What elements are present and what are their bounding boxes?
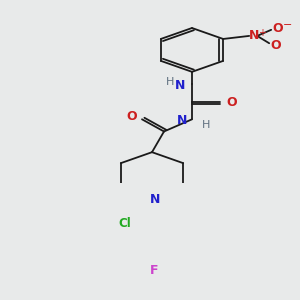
Text: +: + bbox=[258, 28, 266, 38]
Text: H: H bbox=[166, 76, 174, 87]
Text: O: O bbox=[271, 39, 281, 52]
Text: F: F bbox=[150, 264, 158, 277]
Text: O: O bbox=[127, 110, 137, 123]
Text: N: N bbox=[175, 79, 185, 92]
Text: −: − bbox=[283, 20, 292, 30]
Text: H: H bbox=[202, 120, 210, 130]
Text: Cl: Cl bbox=[118, 217, 131, 230]
Text: N: N bbox=[150, 193, 160, 206]
Text: O: O bbox=[227, 96, 237, 110]
Text: N: N bbox=[177, 114, 187, 127]
Text: N: N bbox=[249, 29, 260, 42]
Text: O: O bbox=[273, 22, 284, 34]
